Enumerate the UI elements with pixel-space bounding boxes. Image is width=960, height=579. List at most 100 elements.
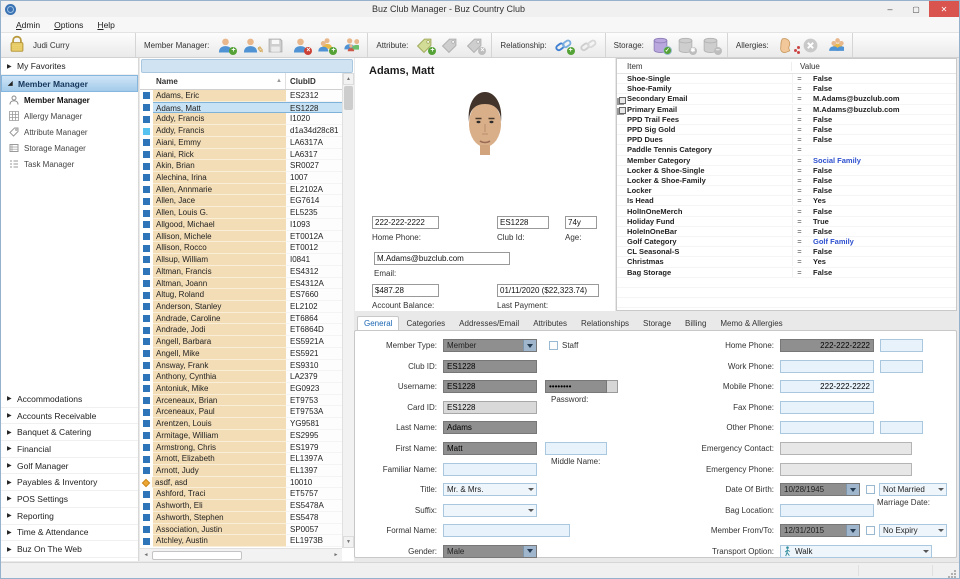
attribute-row[interactable]: HoleInOneBar = False xyxy=(617,226,956,237)
attribute-row[interactable]: Locker & Shoe-Family = False xyxy=(617,175,956,187)
member-row[interactable]: Allison, Michele ET0012A xyxy=(140,230,342,243)
sidebar-module-group[interactable]: Banquet & Catering xyxy=(1,424,138,442)
member-row[interactable]: Atchley, Austin EL1973B xyxy=(140,535,342,548)
attribute-row[interactable]: CL Seasonal-S = False xyxy=(617,247,956,258)
menu-item[interactable]: Options xyxy=(54,19,84,30)
card-id-field[interactable]: ES1228 xyxy=(443,400,537,414)
member-row[interactable]: Altug, Roland ES7660 xyxy=(140,289,342,301)
formal-name-field[interactable] xyxy=(443,524,570,538)
transport-option-select[interactable]: Walk xyxy=(780,544,932,558)
detail-email-field[interactable]: M.Adams@buzclub.com xyxy=(374,252,510,265)
form-tab[interactable]: Memo & Allergies xyxy=(720,319,783,328)
expiry-checkbox[interactable] xyxy=(866,526,875,536)
attribute-row[interactable]: Shoe-Single = False xyxy=(617,74,956,85)
club-id-field[interactable]: ES1228 xyxy=(443,359,537,373)
member-row[interactable]: Arentzen, Louis YG9581 xyxy=(140,418,342,430)
member-row[interactable]: Andrade, Caroline ET6864 xyxy=(140,312,342,325)
attribute-row[interactable]: Primary Email = M.Adams@buzclub.com xyxy=(617,104,956,115)
detail-account-balance-field[interactable]: $487.28 xyxy=(372,284,439,297)
sidebar-module-group[interactable]: POS Settings xyxy=(1,491,138,508)
menu-item[interactable]: Help xyxy=(97,19,115,30)
scrollbar-thumb[interactable] xyxy=(152,550,242,560)
attribute-row[interactable]: Locker = False xyxy=(617,186,956,197)
familiar-name-field[interactable] xyxy=(443,462,537,476)
attribute-row[interactable]: Locker & Shoe-Single = False xyxy=(617,165,956,176)
form-tab[interactable]: Billing xyxy=(685,319,707,328)
home-phone-field[interactable]: 222-222-2222 xyxy=(780,339,874,352)
attribute-row[interactable]: PPD Sig Gold = False xyxy=(617,125,956,136)
attribute-row[interactable] xyxy=(617,298,956,309)
attribute-row[interactable]: Holiday Fund = True xyxy=(617,216,956,227)
edit-member-button[interactable] xyxy=(238,34,263,56)
member-row[interactable]: Allen, Jace EG7614 xyxy=(140,195,342,208)
scroll-left-icon[interactable] xyxy=(140,549,152,561)
member-row[interactable]: Antoniuk, Mike EG0923 xyxy=(140,382,342,395)
form-tab[interactable]: Categories xyxy=(406,319,446,328)
member-list-vertical-scrollbar[interactable] xyxy=(342,73,354,548)
member-row[interactable]: Allgood, Michael I1093 xyxy=(140,218,342,231)
remove-allergy-button[interactable] xyxy=(798,34,823,56)
add-attribute-button[interactable] xyxy=(412,34,437,56)
emergency-contact-field[interactable] xyxy=(780,441,912,455)
member-row[interactable]: Addy, Francis d1a34d28c81 xyxy=(140,125,342,137)
member-row[interactable]: Anderson, Stanley EL2102 xyxy=(140,300,342,313)
remove-relationship-button[interactable] xyxy=(576,34,601,56)
family-view-button[interactable] xyxy=(338,34,363,56)
minimize-button[interactable] xyxy=(877,1,903,17)
expiry-select[interactable]: No Expiry xyxy=(879,524,947,538)
scroll-down-icon[interactable] xyxy=(343,536,354,548)
member-row[interactable]: Allen, Annmarie EL2102A xyxy=(140,183,342,196)
middle-name-field[interactable] xyxy=(545,441,607,455)
add-allergy-button[interactable] xyxy=(773,34,798,56)
member-type-select[interactable]: Member xyxy=(443,339,537,352)
attribute-row[interactable]: PPD Trail Fees = False xyxy=(617,114,956,125)
member-row[interactable]: Arceneaux, Brian ET9753 xyxy=(140,394,342,407)
member-row[interactable]: Arceneaux, Paul ET9753A xyxy=(140,406,342,419)
username-field[interactable]: ES1228 xyxy=(443,380,537,394)
sidebar-item-task-manager[interactable]: Task Manager xyxy=(1,156,138,172)
assign-storage-button[interactable] xyxy=(648,34,673,56)
member-row[interactable]: Allison, Rocco ET0012 xyxy=(140,242,342,255)
add-family-member-button[interactable] xyxy=(313,34,338,56)
attribute-row[interactable]: HolInOneMerch = False xyxy=(617,206,956,217)
member-row[interactable]: Anthony, Cynthia LA2379 xyxy=(140,371,342,383)
detail-last-payment-field[interactable]: 01/11/2020 ($22,323.74) xyxy=(497,284,599,297)
password-field[interactable]: •••••••• xyxy=(545,380,607,394)
sidebar-module-group[interactable]: Financial xyxy=(1,441,138,458)
member-row[interactable]: Ashford, Traci ET5757 xyxy=(140,488,342,501)
remove-attribute-button[interactable] xyxy=(462,34,487,56)
attribute-row[interactable]: Bag Storage = False xyxy=(617,267,956,278)
scroll-up-icon[interactable] xyxy=(343,73,354,85)
title-select[interactable]: Mr. & Mrs. xyxy=(443,483,537,497)
member-row[interactable]: Aiani, Rick LA6317 xyxy=(140,148,342,161)
attribute-row[interactable]: Shoe-Family = False xyxy=(617,84,956,95)
member-row[interactable]: Allen, Louis G. EL5235 xyxy=(140,207,342,219)
member-row[interactable]: Andrade, Jodi ET6864D xyxy=(140,324,342,337)
member-row[interactable]: Answay, Frank ES9310 xyxy=(140,359,342,372)
home-phone-ext-field[interactable] xyxy=(880,339,923,352)
maximize-button[interactable] xyxy=(903,1,929,17)
sidebar-module-group[interactable]: Accommodations xyxy=(1,391,138,408)
attribute-row[interactable]: Is Head = Yes xyxy=(617,196,956,207)
add-member-button[interactable] xyxy=(213,34,238,56)
item-column-header[interactable]: Item xyxy=(617,61,792,71)
form-tab[interactable]: General xyxy=(357,316,400,330)
member-row[interactable]: Altman, Francis ES4312 xyxy=(140,265,342,278)
remove-storage-button[interactable] xyxy=(698,34,723,56)
sidebar-item-attribute-manager[interactable]: Attribute Manager xyxy=(1,124,138,140)
add-relationship-button[interactable] xyxy=(551,34,576,56)
marriage-date-checkbox[interactable] xyxy=(866,485,875,495)
form-tab[interactable]: Addresses/Email xyxy=(459,319,520,328)
sidebar-module-group[interactable]: Reporting xyxy=(1,508,138,525)
password-reveal-button[interactable] xyxy=(607,380,618,394)
last-name-field[interactable]: Adams xyxy=(443,421,537,435)
other-phone-field[interactable] xyxy=(780,421,874,435)
other-phone-ext-field[interactable] xyxy=(880,421,923,435)
clubid-column-header[interactable]: ClubID xyxy=(290,76,316,86)
attribute-row[interactable]: PPD Dues = False xyxy=(617,135,956,146)
first-name-field[interactable]: Matt xyxy=(443,441,537,455)
member-row[interactable]: Armitage, William ES2995 xyxy=(140,429,342,442)
member-row[interactable]: Ashworth, Stephen ES5478 xyxy=(140,511,342,524)
form-tab[interactable]: Relationships xyxy=(580,319,630,328)
sidebar-group-member-manager[interactable]: Member Manager xyxy=(1,75,138,92)
